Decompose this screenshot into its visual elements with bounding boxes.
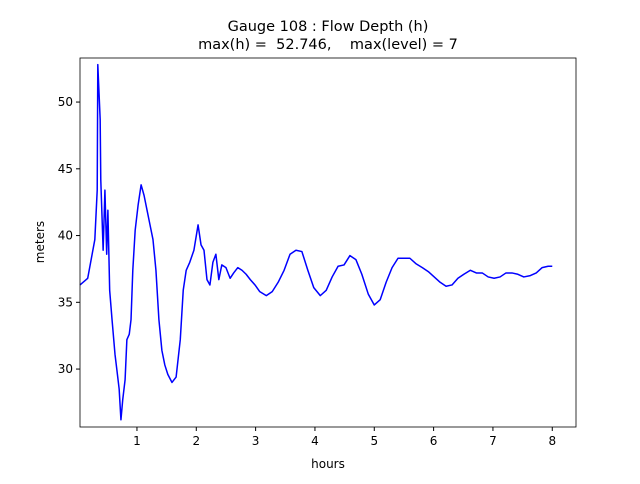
y-tick-label: 40 <box>58 229 73 243</box>
y-tick-label: 35 <box>58 295 73 309</box>
data-line <box>79 63 553 421</box>
x-tick-label: 2 <box>192 434 200 448</box>
y-tick-label: 45 <box>58 162 73 176</box>
x-tick-label: 7 <box>489 434 497 448</box>
y-tick-label: 30 <box>58 362 73 376</box>
x-tick-label: 5 <box>370 434 378 448</box>
chart-subtitle: max(h) = 52.746, max(level) = 7 <box>198 37 458 53</box>
y-axis-label: meters <box>33 221 47 263</box>
chart-title: Gauge 108 : Flow Depth (h) <box>228 19 429 35</box>
plot-frame <box>79 57 577 428</box>
x-tick-label: 3 <box>252 434 260 448</box>
x-tick-label: 1 <box>133 434 141 448</box>
x-tick-label: 4 <box>311 434 319 448</box>
y-tick-label: 50 <box>58 95 73 109</box>
x-tick-label: 8 <box>548 434 556 448</box>
x-tick-label: 6 <box>430 434 438 448</box>
x-axis-label: hours <box>311 457 345 471</box>
